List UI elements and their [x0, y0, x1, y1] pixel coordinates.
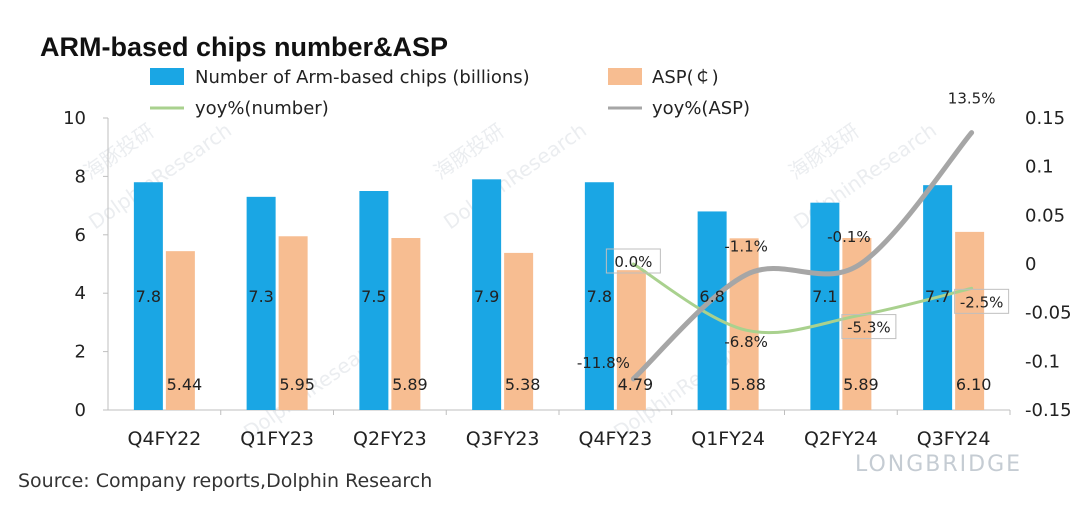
data-label-chips: 6.8	[699, 287, 724, 306]
data-label-chips: 7.8	[587, 287, 612, 306]
bar-chips	[359, 191, 389, 410]
lines	[630, 130, 975, 382]
left-tick-label: 8	[75, 166, 86, 187]
left-tick-label: 0	[75, 400, 86, 421]
data-label-chips: 7.7	[925, 287, 950, 306]
data-label-yoy-number: 0.0%	[614, 253, 652, 271]
data-label-asp: 5.38	[505, 375, 541, 394]
x-tick-label: Q4FY22	[127, 428, 201, 450]
data-label-asp: 5.88	[730, 375, 766, 394]
data-label-yoy-number: -2.5%	[960, 293, 1004, 311]
data-label-box	[841, 314, 897, 340]
x-tick-label: Q1FY23	[240, 428, 314, 450]
right-tick-label: 0	[1025, 254, 1036, 275]
data-label-asp: 5.44	[167, 375, 203, 394]
right-tick-label: 0.1	[1025, 157, 1054, 178]
right-tick-label: -0.05	[1025, 303, 1072, 324]
bar-asp	[955, 231, 985, 410]
data-label-asp: 6.10	[956, 375, 992, 394]
right-tick-label: 0.15	[1025, 108, 1065, 129]
legend: Number of Arm-based chips (billions) ASP…	[150, 67, 750, 119]
bar-chips	[472, 179, 502, 410]
data-label-asp: 5.89	[392, 375, 428, 394]
line-yoy-asp	[630, 130, 975, 382]
data-label-chips: 7.3	[248, 287, 273, 306]
source-note: Source: Company reports,Dolphin Research	[18, 470, 432, 492]
left-tick-label: 4	[75, 283, 86, 304]
x-tick-label: Q3FY24	[917, 428, 991, 450]
data-label-box	[954, 288, 1010, 314]
bar-asp	[504, 252, 534, 410]
right-tick-label: -0.15	[1025, 400, 1072, 421]
bar-asp	[391, 238, 421, 410]
legend-swatch-asp	[608, 68, 642, 85]
data-label-yoy-number: -5.3%	[847, 319, 891, 337]
axes: 0 2 4 6 8 10 -0.15 -0.1 -0.05 0 0.05 0.1 0.15 Q4FY22 Q…	[63, 108, 1071, 450]
legend-label-yoy-asp: yoy%(ASP)	[652, 98, 750, 119]
x-tick-label: Q3FY23	[466, 428, 540, 450]
right-tick-label: 0.05	[1025, 205, 1065, 226]
bar-chips	[810, 202, 840, 410]
left-tick-label: 6	[75, 225, 86, 246]
right-tick-label: -0.1	[1025, 351, 1060, 372]
data-label-yoy-asp: -11.8%	[577, 354, 630, 372]
brand-watermark: LONGBRIDGE	[855, 452, 1022, 477]
x-tick-label: Q2FY23	[353, 428, 427, 450]
data-label-box	[605, 248, 661, 274]
data-label-yoy-asp: 13.5%	[948, 90, 996, 108]
data-label-yoy-asp: -1.1%	[724, 238, 768, 256]
x-tick-label: Q1FY24	[691, 428, 765, 450]
bar-chips	[246, 196, 276, 410]
watermark-text: DolphinResearch	[439, 118, 591, 234]
legend-label-asp: ASP(￠)	[652, 67, 719, 88]
data-labels: 7.8 7.3 7.5 7.9 7.8 6.8 7.1 7.7 5.44 5.95 5.89 5.38…	[136, 90, 1010, 394]
data-label-asp: 5.89	[843, 375, 879, 394]
bars	[133, 179, 985, 410]
data-label-asp: 5.95	[279, 375, 315, 394]
data-label-yoy-asp: -0.1%	[827, 228, 871, 246]
data-label-yoy-number: -6.8%	[724, 333, 768, 351]
bar-asp	[165, 251, 195, 410]
left-tick-label: 2	[75, 342, 86, 363]
data-label-chips: 7.5	[361, 287, 386, 306]
data-label-chips: 7.1	[812, 287, 837, 306]
bar-chips	[584, 182, 614, 410]
x-tick-label: Q2FY24	[804, 428, 878, 450]
data-label-chips: 7.8	[136, 287, 161, 306]
chart-title: ARM-based chips number&ASP	[40, 32, 448, 62]
data-label-chips: 7.9	[474, 287, 499, 306]
left-tick-label: 10	[63, 108, 86, 129]
legend-label-yoy-number: yoy%(number)	[195, 98, 329, 119]
line-yoy-number	[631, 262, 974, 335]
bar-asp	[616, 270, 646, 410]
bar-asp	[729, 238, 759, 410]
legend-label-chips: Number of Arm-based chips (billions)	[195, 67, 530, 88]
x-tick-label: Q4FY23	[578, 428, 652, 450]
legend-swatch-chips	[150, 68, 184, 85]
bar-asp	[278, 236, 308, 410]
data-label-asp: 4.79	[618, 375, 654, 394]
bar-chips	[133, 182, 163, 410]
